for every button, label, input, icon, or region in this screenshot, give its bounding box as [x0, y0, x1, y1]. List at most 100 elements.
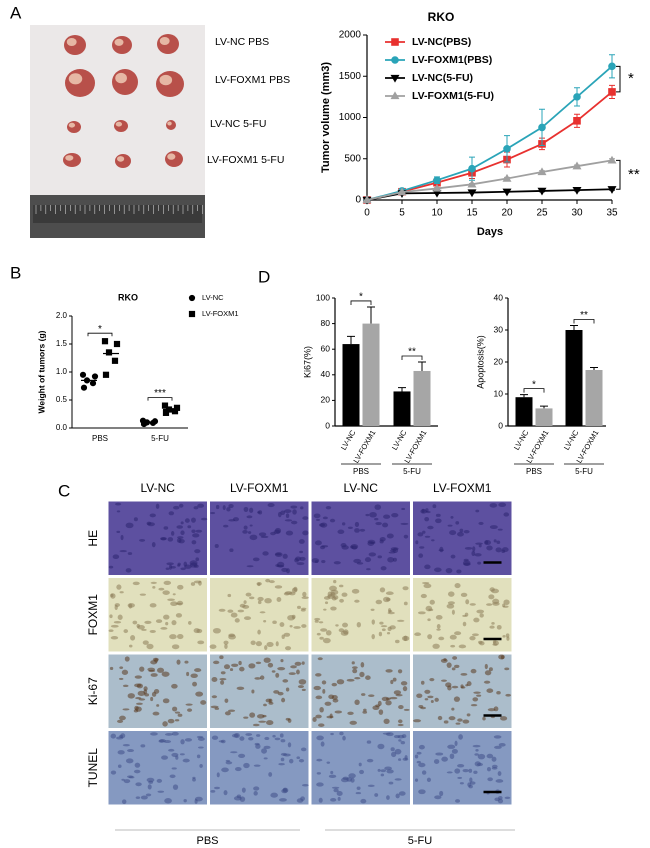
cell-texture [243, 762, 250, 769]
marker [572, 186, 582, 195]
cell-texture [457, 718, 463, 722]
cell-texture [335, 624, 339, 627]
cell-texture [171, 620, 177, 626]
x-tick-label: 5 [399, 208, 405, 219]
cell-texture [127, 749, 135, 753]
cell-texture [192, 533, 200, 538]
x-tick-label: 5-FU [151, 434, 169, 443]
cell-texture [487, 777, 493, 782]
cell-texture [476, 694, 482, 697]
cell-texture [247, 531, 252, 534]
cell-texture [255, 661, 262, 665]
cell-texture [449, 634, 457, 640]
cell-texture [339, 584, 344, 588]
cell-texture [440, 658, 448, 663]
cell-texture [167, 718, 175, 724]
chart-title: RKO [118, 292, 138, 302]
cell-texture [119, 550, 127, 553]
cell-texture [429, 599, 435, 605]
cell-texture [484, 663, 488, 670]
significance-bracket [616, 65, 621, 93]
cell-texture [183, 798, 187, 803]
cell-texture [234, 618, 240, 623]
cell-texture [491, 621, 495, 625]
cell-texture [426, 777, 432, 783]
cell-texture [313, 685, 322, 691]
cell-texture [243, 616, 252, 621]
marker [572, 161, 582, 170]
cell-texture [137, 690, 146, 696]
cell-texture [282, 679, 289, 683]
cell-texture [215, 504, 220, 510]
y-axis-label: Ki67(%) [302, 346, 312, 378]
cell-texture [211, 676, 218, 683]
marker [80, 384, 88, 391]
cell-texture [370, 541, 376, 544]
cell-texture [470, 668, 477, 674]
cell-texture [179, 753, 185, 756]
cell-texture [394, 748, 402, 755]
y-tick-label: 0 [355, 195, 361, 206]
cell-texture [149, 513, 156, 518]
cell-texture [430, 699, 434, 703]
cell-texture [424, 517, 430, 522]
cell-texture [216, 772, 220, 778]
cell-texture [420, 706, 427, 710]
cell-texture [267, 503, 275, 508]
cell-texture [262, 551, 269, 556]
cell-texture [386, 533, 394, 539]
cell-texture [414, 632, 422, 637]
cell-texture [122, 743, 130, 747]
cell-texture [116, 584, 122, 590]
marker [111, 357, 119, 364]
cell-texture [297, 685, 304, 689]
cell-texture [171, 767, 177, 770]
cell-texture [434, 795, 442, 800]
column-label: LV-FOXM1 [230, 481, 289, 495]
cell-texture [483, 680, 491, 684]
cell-texture [257, 629, 261, 635]
cell-texture [491, 756, 497, 762]
cell-texture [374, 517, 379, 521]
cell-texture [277, 511, 282, 518]
error-bar [540, 405, 548, 409]
tumor [67, 121, 81, 133]
cell-texture [340, 630, 349, 636]
cell-texture [450, 554, 456, 559]
cell-texture [330, 589, 339, 595]
cell-texture [494, 745, 502, 749]
cell-texture [139, 666, 145, 672]
cell-texture [349, 720, 357, 725]
cell-texture [457, 531, 464, 537]
cell-texture [388, 781, 394, 785]
cell-texture [504, 796, 511, 800]
cell-texture [172, 784, 179, 790]
cell-texture [400, 681, 408, 686]
cell-texture [252, 557, 260, 562]
cell-texture [331, 682, 338, 687]
cell-texture [483, 539, 492, 546]
cell-texture [125, 522, 134, 529]
marker [79, 371, 87, 378]
column-label: LV-NC [344, 481, 379, 495]
cell-texture [454, 740, 458, 747]
cell-texture [134, 675, 142, 679]
cell-texture [427, 525, 434, 530]
cell-texture [469, 603, 476, 606]
cell-texture [274, 527, 282, 534]
cell-texture [300, 506, 304, 510]
cell-texture [282, 553, 288, 559]
cell-texture [319, 706, 324, 713]
cell-texture [300, 747, 307, 752]
cell-texture [455, 799, 461, 803]
photo-label: LV-NC 5-FU [210, 118, 266, 130]
cell-texture [198, 580, 202, 586]
cell-texture [324, 701, 332, 706]
cell-texture [320, 741, 325, 747]
cell-texture [255, 743, 261, 749]
cell-texture [123, 779, 131, 784]
cell-texture [140, 744, 146, 748]
cell-texture [482, 716, 486, 721]
cell-texture [505, 633, 510, 638]
cell-texture [186, 671, 190, 677]
